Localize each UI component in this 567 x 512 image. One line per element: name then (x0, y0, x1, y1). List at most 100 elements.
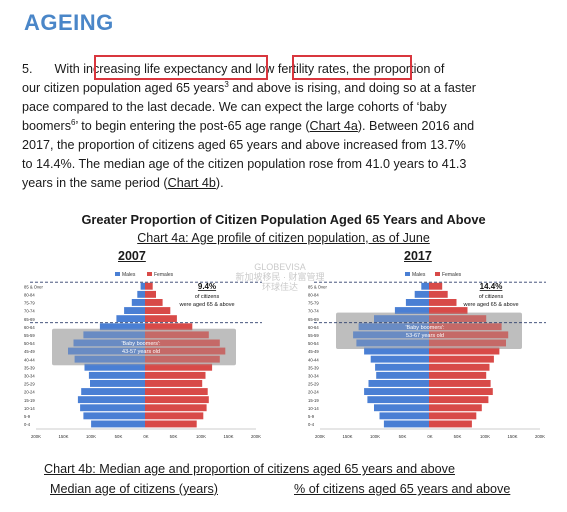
boomer-label: 43-57 years old (122, 349, 160, 355)
annotation-pct: 9.4% (198, 282, 216, 291)
legend-swatch-males (115, 272, 120, 276)
male-bar (353, 331, 429, 339)
age-tick-label: 10-14 (24, 406, 35, 411)
male-bar (74, 355, 145, 363)
paragraph-line-2: our citizen population aged 65 years3 an… (22, 79, 476, 98)
female-bar (429, 331, 509, 339)
age-tick-label: 15-19 (308, 398, 319, 403)
boomer-band-overlay (336, 312, 522, 349)
x-tick-label: 50K (454, 434, 462, 439)
age-tick-label: 75-79 (24, 301, 35, 306)
age-tick-label: 60-64 (24, 325, 35, 330)
female-bar (145, 355, 220, 363)
text-span: ’ to begin entering the post-65 age rang… (75, 119, 310, 133)
x-tick-label: 0K (143, 434, 148, 439)
age-tick-label: 85 & Over (308, 284, 327, 289)
age-tick-label: 85 & Over (24, 284, 43, 289)
male-bar (90, 380, 145, 387)
male-bar (83, 412, 145, 420)
male-bar (81, 388, 145, 395)
male-bar (84, 363, 145, 371)
age-tick-label: 45-49 (308, 349, 319, 354)
chart-4b-link[interactable]: Chart 4b (167, 176, 216, 190)
female-bar (429, 380, 491, 387)
footnote-ref: 6 (71, 117, 76, 127)
male-bar (99, 323, 145, 331)
male-bar (116, 315, 145, 323)
annotation-text: were aged 65 & above (178, 302, 234, 308)
female-bar (429, 371, 487, 379)
female-bar (429, 315, 487, 323)
age-tick-label: 25-29 (24, 382, 35, 387)
x-tick-label: 50K (399, 434, 407, 439)
age-tick-label: 50-54 (24, 341, 35, 346)
age-tick-label: 75-79 (308, 301, 319, 306)
x-tick-label: 150K (58, 434, 68, 439)
annotation-text: of citizens (195, 294, 220, 300)
boomer-label: 53-67 years old (406, 333, 444, 339)
male-bar (364, 388, 429, 395)
legend-label: Females (442, 272, 462, 278)
age-tick-label: 55-59 (24, 333, 35, 338)
text-span: our citizen population aged 65 years (22, 81, 225, 95)
male-bar (364, 347, 429, 355)
legend-label: Males (122, 272, 136, 278)
chart-4a-link[interactable]: Chart 4a (309, 119, 358, 133)
annotation-text: were aged 65 & above (462, 302, 518, 308)
age-tick-label: 0-4 (308, 422, 315, 427)
age-tick-label: 70-74 (308, 309, 319, 314)
male-bar (68, 347, 145, 355)
median-age-label: Median age of citizens (years) (50, 482, 218, 496)
female-bar (429, 307, 468, 314)
age-tick-label: 10-14 (308, 406, 319, 411)
x-tick-label: 100K (480, 434, 490, 439)
legend-label: Females (154, 272, 174, 278)
female-bar (429, 282, 443, 290)
male-bar (91, 420, 145, 428)
paragraph-line-4: boomers6’ to begin entering the post-65 … (22, 117, 474, 136)
male-bar (394, 307, 429, 314)
male-bar (88, 371, 145, 379)
age-tick-label: 25-29 (308, 382, 319, 387)
highlight-life-expectancy: increasing life expectancy (83, 62, 228, 76)
highlight-box-life-expectancy (94, 55, 268, 80)
male-bar (367, 396, 429, 404)
legend-swatch-males (405, 272, 410, 276)
male-bar (77, 396, 145, 404)
age-tick-label: 20-24 (308, 390, 319, 395)
highlight-fertility-rates: low fertility rates (255, 62, 346, 76)
age-tick-label: 50-54 (308, 341, 319, 346)
year-label-2007: 2007 (118, 249, 146, 263)
female-bar (145, 404, 207, 412)
x-tick-label: 200K (31, 434, 41, 439)
age-tick-label: 40-44 (308, 357, 319, 362)
male-bar (375, 363, 429, 371)
paragraph-line-1: 5. With increasing life expectancy and lo… (22, 60, 444, 79)
age-tick-label: 65-69 (24, 317, 35, 322)
female-bar (429, 290, 448, 298)
boomer-label: 'Baby boomers': (405, 325, 445, 331)
footnote-ref: 3 (224, 79, 229, 89)
male-bar (137, 290, 145, 298)
female-bar (145, 307, 171, 314)
year-label-2017: 2017 (404, 249, 432, 263)
x-tick-label: 150K (342, 434, 352, 439)
male-bar (374, 315, 429, 323)
female-bar (429, 347, 500, 355)
male-bar (376, 371, 429, 379)
age-tick-label: 20-24 (24, 390, 35, 395)
male-bar (131, 299, 145, 306)
population-pyramids: 0-4 5-9 10-14 15-19 20-24 25-29 30-34 35-39 40-4… (24, 272, 546, 439)
age-tick-label: 5-9 (24, 414, 31, 419)
male-bar (83, 331, 145, 339)
male-bar (374, 404, 429, 412)
boomer-label: 'Baby boomers': (121, 341, 161, 347)
female-bar (145, 396, 209, 404)
female-bar (145, 323, 193, 331)
watermark-line: 环球佳达 (261, 282, 298, 292)
female-bar (429, 404, 482, 412)
age-tick-label: 15-19 (24, 398, 35, 403)
male-bar (124, 307, 145, 314)
legend-swatch-females (147, 272, 152, 276)
age-tick-label: 5-9 (308, 414, 315, 419)
